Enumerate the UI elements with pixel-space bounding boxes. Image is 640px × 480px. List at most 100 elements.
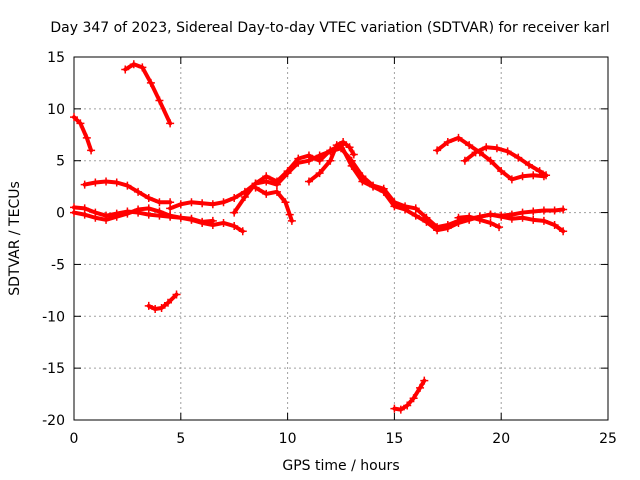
data-point: [112, 178, 121, 187]
data-point: [187, 198, 196, 207]
data-point: [396, 405, 405, 414]
data-point: [411, 211, 420, 220]
series-arc-m: [144, 290, 181, 314]
data-point: [70, 203, 78, 212]
data-point: [272, 187, 281, 196]
data-point: [492, 144, 501, 153]
data-point: [315, 156, 324, 165]
data-point: [420, 376, 429, 385]
data-point: [339, 138, 348, 147]
y-tick-label: 5: [56, 154, 65, 170]
data-point: [230, 194, 239, 203]
data-point: [230, 208, 239, 217]
data-point: [349, 150, 358, 159]
y-tick-label: -5: [51, 257, 65, 273]
data-point: [443, 224, 452, 233]
data-point: [82, 133, 91, 142]
data-point: [121, 65, 130, 74]
series-arc-e: [70, 203, 217, 226]
data-point: [403, 401, 412, 410]
data-point: [486, 218, 495, 227]
data-point: [155, 198, 164, 207]
series-arc-n: [390, 376, 429, 414]
data-point: [443, 138, 452, 147]
data-point: [146, 78, 155, 87]
data-point: [129, 60, 138, 69]
data-point: [262, 172, 271, 181]
series-arc-h: [251, 183, 296, 225]
data-point: [497, 167, 506, 176]
series-arc-b: [121, 60, 175, 128]
data-point: [422, 217, 431, 226]
y-tick-label: 10: [47, 102, 65, 118]
data-point: [134, 208, 143, 217]
series-track: [72, 115, 94, 153]
data-point: [401, 205, 410, 214]
data-point: [369, 182, 378, 191]
series-arc-d: [70, 204, 247, 236]
data-point: [304, 151, 313, 160]
series-track: [253, 185, 294, 223]
plot-frame: [73, 56, 609, 421]
data-point: [166, 212, 175, 221]
data-point: [379, 187, 388, 196]
data-point: [332, 141, 341, 150]
data-point: [102, 177, 111, 186]
plot-area: [70, 60, 568, 414]
x-tick-label: 15: [385, 431, 403, 447]
data-point: [529, 215, 538, 224]
data-point: [285, 210, 294, 219]
x-tick-label: 25: [599, 431, 617, 447]
data-point: [465, 212, 474, 221]
data-point: [345, 143, 354, 152]
data-point: [507, 175, 516, 184]
data-point: [529, 207, 538, 216]
chart-title: Day 347 of 2023, Sidereal Day-to-day VTE…: [50, 20, 609, 36]
data-point: [326, 156, 335, 165]
data-point: [163, 298, 172, 307]
series-arc-k: [460, 143, 551, 180]
data-point: [144, 194, 153, 203]
data-point: [91, 178, 100, 187]
data-point: [230, 222, 239, 231]
data-point: [315, 169, 324, 178]
data-point: [497, 212, 506, 221]
data-point: [507, 214, 516, 223]
grid-lines: [74, 57, 608, 420]
data-point: [208, 216, 217, 225]
data-point: [482, 143, 491, 152]
data-point: [123, 207, 132, 216]
data-point: [347, 161, 356, 170]
data-point: [460, 156, 469, 165]
data-point: [550, 206, 559, 215]
series-arc-l: [454, 212, 504, 232]
data-point: [166, 119, 175, 128]
data-point: [251, 183, 260, 192]
data-point: [559, 205, 568, 214]
x-tick-label: 10: [279, 431, 297, 447]
x-tick-label: 0: [70, 431, 79, 447]
data-point: [123, 181, 132, 190]
data-point: [550, 221, 559, 230]
data-point: [208, 200, 217, 209]
y-tick-label: 15: [47, 50, 65, 66]
x-tick-label: 5: [176, 431, 185, 447]
data-point: [138, 63, 147, 72]
series-arc-g: [230, 141, 568, 236]
data-point: [486, 210, 495, 219]
data-point: [219, 218, 228, 227]
data-point: [198, 217, 207, 226]
data-point: [144, 210, 153, 219]
data-point: [465, 141, 474, 150]
data-point: [535, 167, 544, 176]
data-point: [495, 223, 504, 232]
series-arc-j: [433, 133, 548, 184]
data-point: [514, 153, 523, 162]
data-point: [518, 213, 527, 222]
data-point: [524, 160, 533, 169]
data-point: [454, 133, 463, 142]
data-point: [155, 96, 164, 105]
data-point: [529, 171, 538, 180]
data-point: [87, 146, 96, 155]
data-point: [187, 214, 196, 223]
